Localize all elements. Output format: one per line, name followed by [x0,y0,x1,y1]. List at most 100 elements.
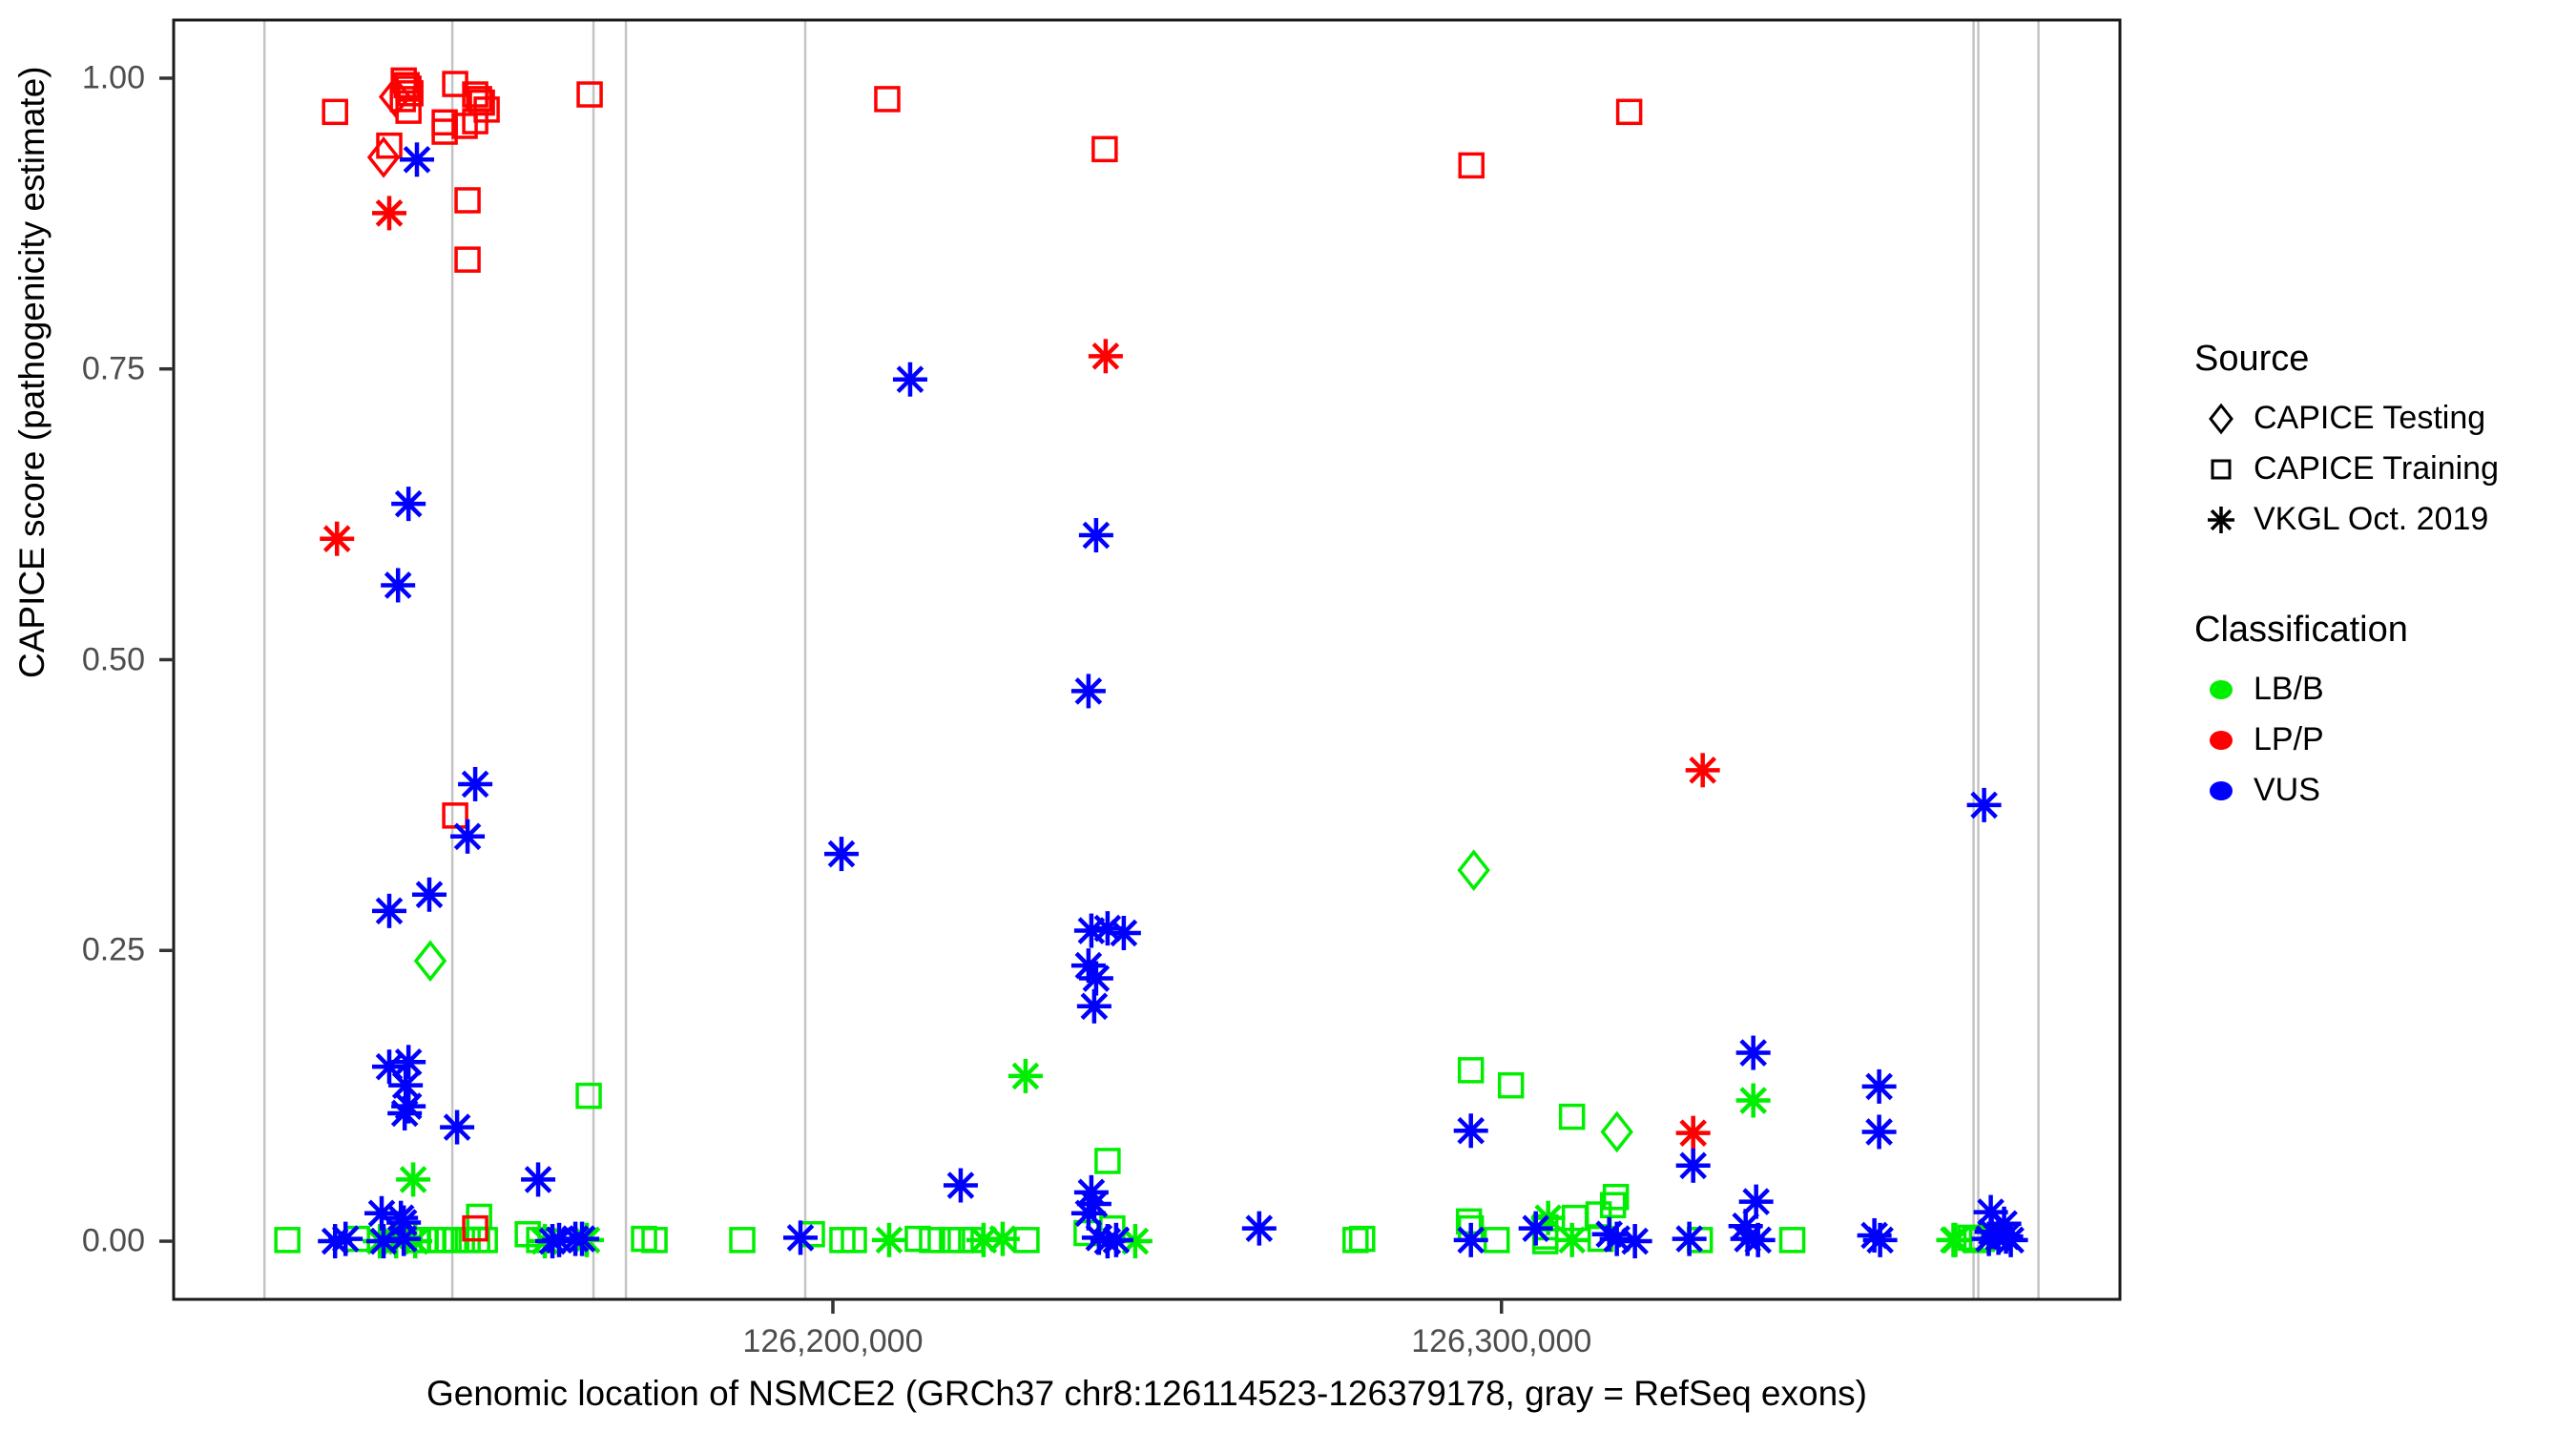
data-point-asterisk-vus [1070,674,1106,709]
legend: Source CAPICE Testing CAPICE Training VKGL… [2194,339,2566,816]
legend-source-item-vkgl-oct-2019: VKGL Oct. 2019 [2194,494,2566,545]
data-point-asterisk-vus [1076,988,1111,1024]
legend-source-group: Source CAPICE Testing CAPICE Training VKGL… [2194,339,2566,545]
data-point-square-lbb [1349,1225,1376,1253]
data-point-square-lpp [1091,135,1118,163]
data-point-asterisk-vus [1090,1224,1125,1259]
data-point-square-lpp [442,802,468,829]
legend-classification-item-vus-label: VUS [2254,772,2320,808]
data-point-asterisk-lbb [871,1222,906,1257]
data-point-asterisk-lbb [985,1221,1020,1256]
data-point-asterisk-vus [1078,518,1113,553]
data-point-asterisk-lpp [320,521,355,556]
data-point-square-lbb [1602,1183,1630,1211]
data-point-asterisk-vus [328,1221,364,1256]
legend-classification-item-vus: VUS [2194,765,2566,816]
data-point-square-lpp [1615,98,1643,126]
data-point-square-lpp [322,98,348,126]
legend-classification-item-lb-b-label: LB/B [2254,671,2324,707]
data-point-square-lpp [393,72,420,99]
y-tick-label: 1.00 [81,59,145,96]
data-point-asterisk-vus [823,837,859,872]
data-point-square-lbb [919,1227,945,1254]
data-point-square-lbb [575,1082,602,1110]
data-point-asterisk-vus [1518,1211,1553,1246]
data-point-square-lpp [454,246,481,273]
legend-classification-title: Classification [2194,610,2408,650]
data-point-asterisk-vus [1241,1211,1277,1246]
data-point-asterisk-vus [372,893,407,928]
data-point-diamond-lpp [378,75,412,118]
data-point-square-lpp [454,187,481,214]
legend-classification-group: Classification LB/B LP/P VUS [2194,610,2566,816]
data-point-square-lpp [462,1214,488,1242]
data-point-square-lbb [1599,1192,1627,1219]
data-point-asterisk-lbb [1008,1058,1043,1093]
legend-classification-item-lp-p-label: LP/P [2254,721,2324,757]
data-point-square-lbb [427,1227,454,1254]
legend-source-item-capice-testing: CAPICE Testing [2194,393,2566,444]
data-point-asterisk-vus [892,362,927,397]
data-point-square-lbb [1342,1227,1369,1254]
data-point-square-lbb [729,1227,756,1254]
x-axis-title: Genomic location of NSMCE2 (GRCh37 chr8:… [426,1374,1867,1413]
data-point-asterisk-vus [943,1168,978,1203]
data-point-square-lpp [462,108,488,135]
data-point-asterisk-lbb [1554,1222,1589,1257]
data-point-square-lbb [1457,1057,1485,1084]
data-point-asterisk-vus [1675,1148,1711,1183]
data-point-square-lbb [1558,1103,1586,1130]
data-point-asterisk-vus [399,142,434,177]
legend-source-item-capice-training: CAPICE Training [2194,444,2566,494]
data-point-diamond-lpp [366,136,401,178]
data-point-square-lbb [1094,1148,1121,1174]
data-point-square-lbb [1483,1227,1510,1254]
legend-classification-item-lb-b-circle-icon [2194,668,2254,712]
data-point-diamond-lbb [1600,1110,1633,1153]
legend-source-item-capice-testing-diamond-icon [2194,397,2254,441]
data-point-asterisk-vus [391,1045,426,1080]
data-point-asterisk-vus [391,487,426,522]
data-point-asterisk-vus [1861,1068,1897,1104]
legend-classification-item-lp-p-circle-icon [2194,718,2254,762]
data-point-asterisk-vus [1617,1224,1652,1259]
data-point-square-lpp [431,118,458,145]
data-point-square-lbb [641,1227,668,1254]
data-point-square-lbb [1561,1204,1589,1232]
data-point-asterisk-vus [521,1162,556,1197]
data-point-asterisk-lbb [1735,1083,1771,1118]
data-point-asterisk-lpp [1685,753,1720,788]
legend-source-item-capice-training-label: CAPICE Training [2254,450,2499,487]
data-point-asterisk-vus [1740,1222,1776,1257]
legend-source-item-vkgl-oct-2019-label: VKGL Oct. 2019 [2254,501,2489,537]
data-point-asterisk-lbb [396,1162,431,1197]
data-point-square-lpp [468,89,495,116]
data-point-asterisk-vus [1735,1035,1771,1070]
data-point-asterisk-vus [1070,1195,1106,1231]
data-point-asterisk-vus [381,568,416,603]
data-point-asterisk-lpp [1088,339,1123,374]
data-point-square-lbb [1497,1071,1525,1099]
y-tick-label: 0.00 [81,1222,145,1259]
data-point-asterisk-lpp [1675,1115,1711,1151]
data-point-asterisk-vus [1672,1221,1707,1256]
data-point-asterisk-vus [782,1220,818,1255]
data-point-asterisk-vus [565,1221,600,1256]
data-point-square-lbb [841,1227,867,1254]
data-point-asterisk-vus [458,766,493,801]
data-point-square-lpp [1458,152,1485,179]
data-point-asterisk-vus [386,1221,422,1256]
data-point-asterisk-vus [1966,787,2002,822]
y-tick-label: 0.75 [81,350,145,387]
y-tick-label: 0.25 [81,931,145,968]
legend-classification-item-vus-circle-icon [2194,769,2254,813]
legend-classification-items: LB/B LP/P VUS [2194,664,2566,816]
data-point-asterisk-lbb [1938,1222,1973,1257]
legend-source-item-capice-training-square-icon [2194,447,2254,491]
data-point-square-lpp [397,80,424,107]
data-point-square-lpp [576,81,603,108]
y-tick-label: 0.50 [81,641,145,677]
y-axis-title: CAPICE score (pathogenicity estimate) [12,66,52,678]
data-point-diamond-lbb [413,940,447,983]
data-point-asterisk-vus [1862,1222,1898,1257]
